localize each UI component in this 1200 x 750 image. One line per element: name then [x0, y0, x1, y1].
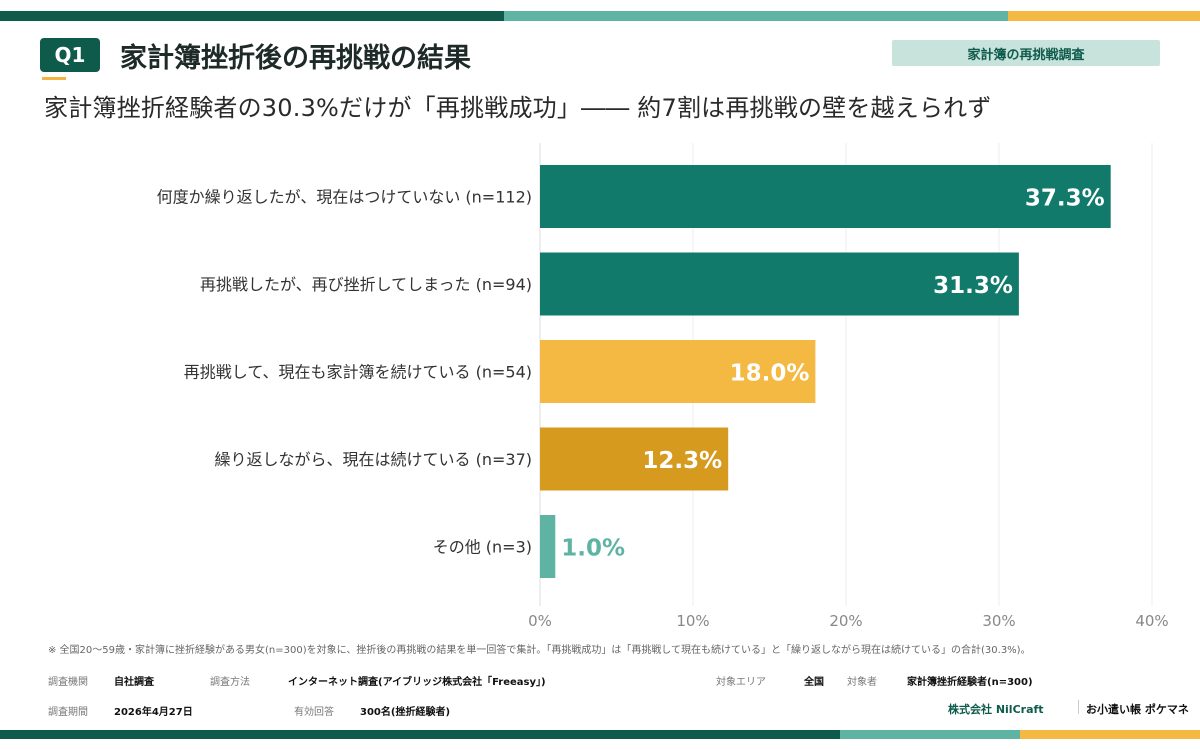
category-label: 再挑戦したが、再び挫折してしまった (n=94)	[200, 275, 532, 294]
category-label: 繰り返しながら、現在は続けている (n=37)	[215, 450, 532, 469]
period-label: 調査期間	[48, 707, 88, 718]
period-value: 2026年4月27日	[114, 707, 193, 718]
category-label: 何度か繰り返したが、現在はつけていない (n=112)	[157, 188, 532, 207]
org-value: 自社調査	[114, 677, 154, 688]
x-tick-label: 10%	[676, 612, 709, 630]
x-tick-label: 30%	[982, 612, 1015, 630]
top-accent-teal	[504, 11, 1008, 21]
data-label: 12.3%	[642, 448, 722, 474]
bar	[540, 427, 729, 491]
page-title: 家計簿挫折後の再挑戦の結果	[120, 43, 471, 74]
x-tick-label: 20%	[829, 612, 862, 630]
bottom-accent-yellow	[1020, 730, 1200, 739]
badge-underline	[42, 77, 66, 80]
page-subtitle: 家計簿挫折経験者の30.3%だけが「再挑戦成功」―― 約7割は再挑戦の壁を越えら…	[44, 94, 992, 122]
org-label: 調査機関	[48, 677, 88, 688]
bar	[540, 515, 556, 578]
method-value: インターネット調査(アイブリッジ株式会社「Freeasy」)	[288, 677, 546, 688]
responses-label: 有効回答	[294, 707, 334, 718]
top-accent-yellow	[1008, 11, 1200, 21]
brand-separator	[1078, 700, 1079, 714]
question-badge: Q1	[40, 38, 100, 72]
responses-value: 300名(挫折経験者)	[360, 707, 451, 718]
x-tick-label: 0%	[528, 612, 552, 630]
x-tick-label: 40%	[1135, 612, 1168, 630]
bar	[540, 340, 816, 403]
data-label: 37.3%	[1025, 186, 1105, 212]
target-label: 対象者	[847, 677, 877, 688]
bar	[540, 252, 1019, 316]
company-brand: 株式会社 NilCraft	[948, 703, 1044, 716]
survey-tag: 家計簿の再挑戦調査	[892, 40, 1160, 66]
category-label: 再挑戦して、現在も家計簿を続けている (n=54)	[184, 363, 532, 382]
bar	[540, 165, 1111, 228]
app-brand: お小遣い帳 ポケマネ	[1086, 703, 1189, 716]
target-value: 家計簿挫折経験者(n=300)	[907, 677, 1033, 688]
data-label: 1.0%	[561, 536, 625, 562]
data-label: 18.0%	[730, 361, 810, 387]
method-label: 調査方法	[210, 677, 250, 688]
area-value: 全国	[804, 677, 824, 688]
category-label: その他 (n=3)	[433, 538, 532, 557]
bar-chart: 0% 10% 20% 30% 40% 何度か繰り返したが、現在はつけていない (n=112…	[157, 143, 1169, 630]
top-accent-dark	[0, 11, 504, 21]
bottom-accent-teal	[840, 730, 1020, 739]
bottom-accent-dark	[0, 730, 840, 739]
footnote: ※ 全国20〜59歳・家計簿に挫折経験がある男女(n=300)を対象に、挫折後の…	[48, 645, 1031, 656]
data-label: 31.3%	[933, 273, 1013, 299]
area-label: 対象エリア	[716, 677, 766, 688]
